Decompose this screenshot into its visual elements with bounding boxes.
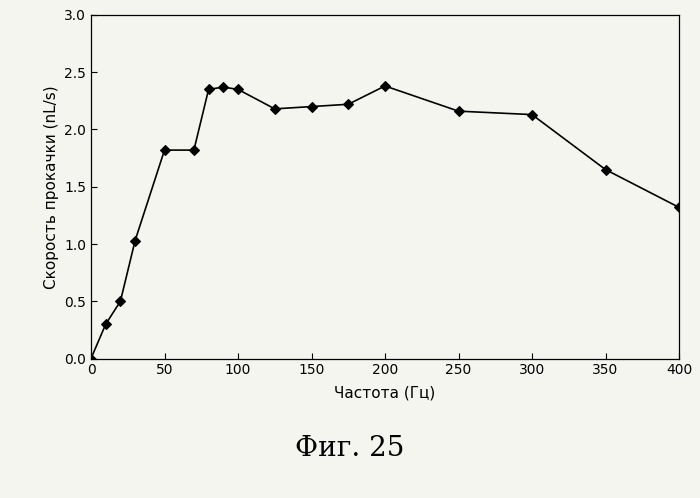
Text: Фиг. 25: Фиг. 25 <box>295 435 405 462</box>
Y-axis label: Скорость прокачки (nL/s): Скорость прокачки (nL/s) <box>43 85 59 288</box>
X-axis label: Частота (Гц): Частота (Гц) <box>335 386 435 401</box>
